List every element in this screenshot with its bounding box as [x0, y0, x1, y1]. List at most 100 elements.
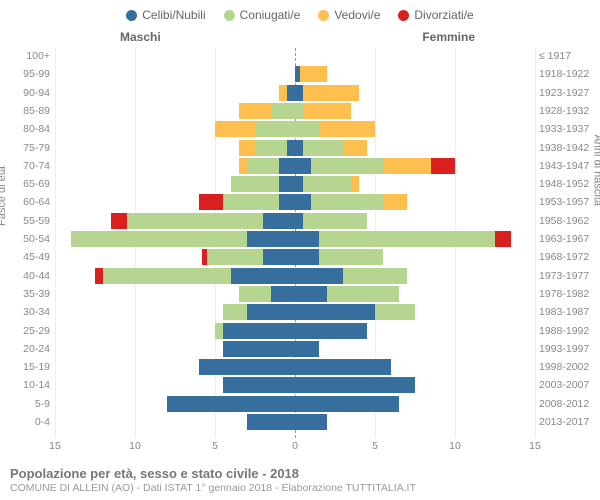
- legend-label: Vedovi/e: [334, 8, 380, 22]
- bar-segment: [167, 396, 295, 412]
- age-row: 80-841933-1937: [55, 121, 535, 137]
- bar-segment: [351, 176, 359, 192]
- age-row: 75-791938-1942: [55, 140, 535, 156]
- female-bar: [295, 304, 535, 320]
- female-bar: [295, 396, 535, 412]
- age-label: 80-84: [5, 121, 50, 137]
- male-bar: [55, 249, 295, 265]
- legend-swatch: [398, 10, 409, 21]
- age-label: 0-4: [5, 414, 50, 430]
- bar-segment: [239, 103, 271, 119]
- chart-subtitle: COMUNE DI ALLEIN (AO) - Dati ISTAT 1° ge…: [10, 482, 416, 494]
- bar-segment: [223, 341, 295, 357]
- age-label: 100+: [5, 48, 50, 64]
- birth-year-label: ≤ 1917: [539, 48, 600, 64]
- female-bar: [295, 121, 535, 137]
- age-label: 95-99: [5, 66, 50, 82]
- bar-segment: [311, 194, 383, 210]
- bar-segment: [239, 140, 255, 156]
- bar-segment: [295, 304, 375, 320]
- bar-segment: [300, 66, 327, 82]
- female-bar: [295, 359, 535, 375]
- bar-segment: [295, 377, 415, 393]
- male-bar: [55, 121, 295, 137]
- bar-segment: [215, 121, 255, 137]
- bar-segment: [343, 268, 407, 284]
- age-label: 70-74: [5, 158, 50, 174]
- bar-segment: [247, 231, 295, 247]
- female-bar: [295, 176, 535, 192]
- gridline: [535, 48, 536, 438]
- x-axis: 15105051015: [55, 440, 535, 460]
- legend-label: Celibi/Nubili: [142, 8, 205, 22]
- age-label: 20-24: [5, 341, 50, 357]
- birth-year-label: 1973-1977: [539, 268, 600, 284]
- male-bar: [55, 359, 295, 375]
- bar-segment: [295, 176, 303, 192]
- bar-segment: [271, 286, 295, 302]
- age-label: 35-39: [5, 286, 50, 302]
- bar-segment: [247, 414, 295, 430]
- birth-year-label: 1978-1982: [539, 286, 600, 302]
- x-tick: 10: [129, 440, 141, 452]
- male-bar: [55, 396, 295, 412]
- bar-segment: [295, 396, 399, 412]
- birth-year-label: 1928-1932: [539, 103, 600, 119]
- bar-segment: [271, 103, 295, 119]
- birth-year-label: 2003-2007: [539, 377, 600, 393]
- bar-segment: [263, 249, 295, 265]
- age-row: 95-991918-1922: [55, 66, 535, 82]
- legend-item: Vedovi/e: [318, 8, 380, 22]
- bar-segment: [431, 158, 455, 174]
- legend-label: Divorziati/e: [414, 8, 473, 22]
- age-row: 70-741943-1947: [55, 158, 535, 174]
- x-tick: 10: [449, 440, 461, 452]
- bar-segment: [303, 140, 343, 156]
- bar-segment: [231, 176, 279, 192]
- birth-year-label: 1993-1997: [539, 341, 600, 357]
- bar-segment: [383, 194, 407, 210]
- bar-segment: [279, 194, 295, 210]
- male-header: Maschi: [120, 30, 161, 44]
- bar-segment: [255, 140, 287, 156]
- bar-segment: [239, 286, 271, 302]
- age-label: 90-94: [5, 85, 50, 101]
- age-row: 25-291988-1992: [55, 323, 535, 339]
- age-row: 50-541963-1967: [55, 231, 535, 247]
- bar-segment: [199, 359, 295, 375]
- legend-item: Celibi/Nubili: [126, 8, 205, 22]
- bar-segment: [279, 158, 295, 174]
- male-bar: [55, 377, 295, 393]
- bar-segment: [295, 268, 343, 284]
- female-bar: [295, 268, 535, 284]
- female-bar: [295, 323, 535, 339]
- male-bar: [55, 304, 295, 320]
- female-bar: [295, 158, 535, 174]
- age-row: 15-191998-2002: [55, 359, 535, 375]
- bar-segment: [303, 213, 367, 229]
- bar-segment: [327, 286, 399, 302]
- bar-segment: [127, 213, 263, 229]
- male-bar: [55, 48, 295, 64]
- bar-segment: [295, 121, 319, 137]
- birth-year-label: 1933-1937: [539, 121, 600, 137]
- bar-segment: [231, 268, 295, 284]
- age-label: 5-9: [5, 396, 50, 412]
- chart-footer: Popolazione per età, sesso e stato civil…: [10, 466, 416, 494]
- male-bar: [55, 414, 295, 430]
- bar-segment: [95, 268, 103, 284]
- age-label: 75-79: [5, 140, 50, 156]
- bar-segment: [295, 286, 327, 302]
- female-bar: [295, 286, 535, 302]
- birth-year-label: 1948-1952: [539, 176, 600, 192]
- male-bar: [55, 286, 295, 302]
- age-row: 0-42013-2017: [55, 414, 535, 430]
- age-row: 35-391978-1982: [55, 286, 535, 302]
- age-label: 50-54: [5, 231, 50, 247]
- age-label: 45-49: [5, 249, 50, 265]
- female-bar: [295, 249, 535, 265]
- female-bar: [295, 66, 535, 82]
- x-tick: 15: [49, 440, 61, 452]
- bar-segment: [495, 231, 511, 247]
- bar-segment: [295, 140, 303, 156]
